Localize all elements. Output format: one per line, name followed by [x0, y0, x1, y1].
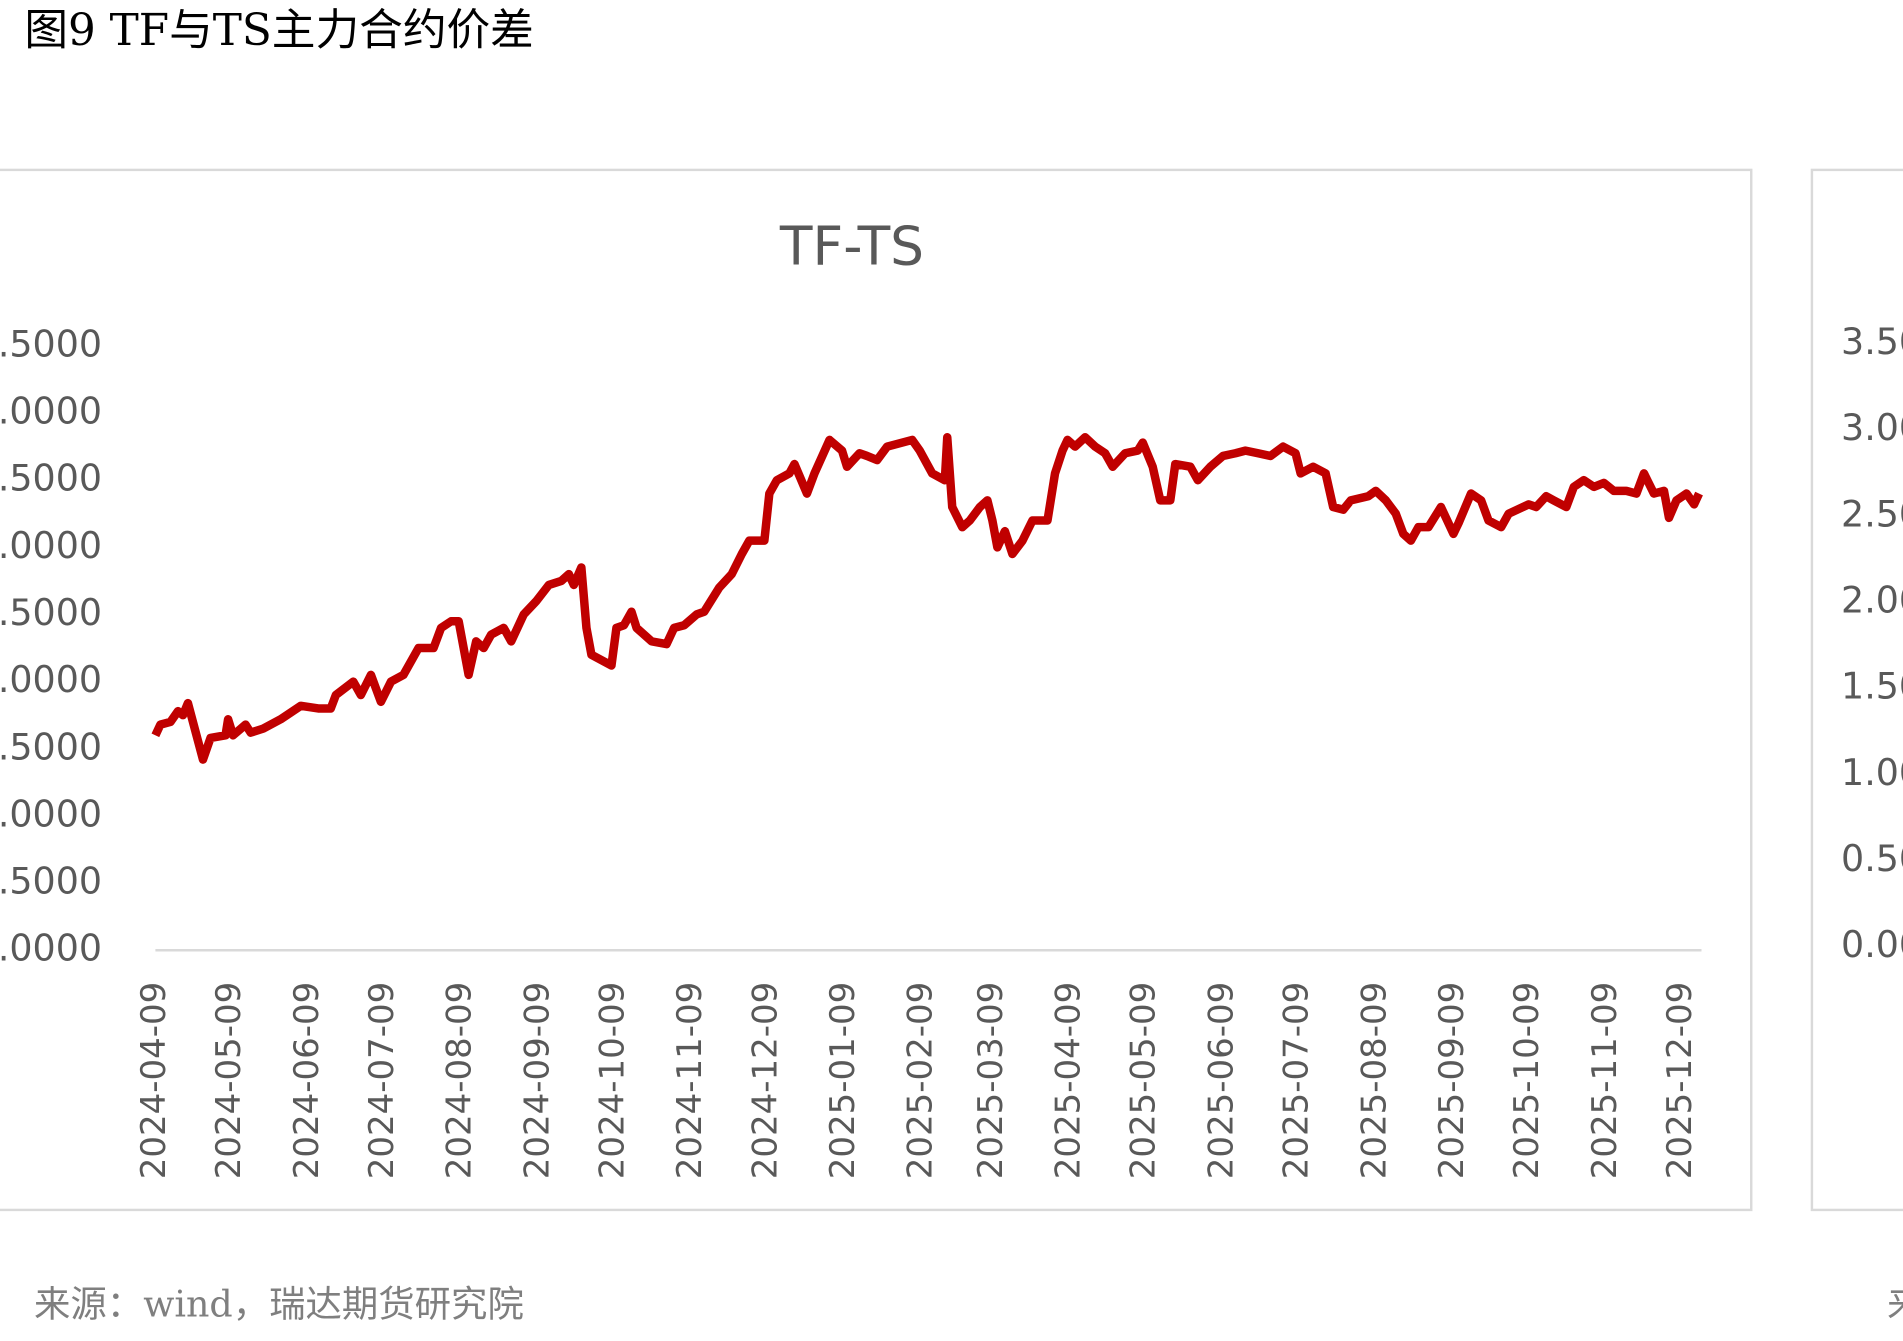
chart-frame	[1810, 168, 1903, 1212]
x-tick-label: 2024-11-09	[670, 982, 710, 1179]
source-note: 来源：wind，瑞达期货研究院	[1887, 1283, 1903, 1326]
chart-title: TF-TS	[779, 215, 924, 278]
x-tick-label: 2024-08-09	[440, 982, 480, 1179]
page-title: 图9 TF与TS主力合约价差	[24, 5, 534, 56]
x-tick-label: 2025-09-09	[1432, 982, 1472, 1179]
x-tick-label: 2025-10-09	[1507, 982, 1547, 1179]
x-tick-label: 2024-05-09	[209, 982, 249, 1179]
y-tick-label: 1.0000	[1841, 751, 1903, 794]
y-tick-label: 0.5000	[0, 860, 102, 903]
chart-frame	[0, 168, 1753, 1212]
x-tick-label: 2025-07-09	[1277, 982, 1317, 1179]
data-line	[151, 433, 1703, 764]
y-tick-label: 1.0000	[0, 792, 102, 835]
x-tick-label: 2024-06-09	[287, 982, 327, 1179]
y-tick-label: 2.5000	[1841, 492, 1903, 535]
x-tick-label: 2024-04-09	[134, 982, 174, 1179]
y-tick-label: 3.0000	[1841, 406, 1903, 449]
y-tick-label: 0.5000	[1841, 837, 1903, 880]
y-tick-label: 4.0000	[0, 390, 102, 433]
x-tick-label: 2025-12-09	[1660, 982, 1700, 1179]
x-tick-label: 2025-01-09	[823, 982, 863, 1179]
y-tick-label: 0.0000	[1841, 923, 1903, 966]
x-tick-label: 2025-05-09	[1124, 982, 1164, 1179]
y-tick-label: 3.0000	[0, 524, 102, 567]
y-tick-label: 2.5000	[0, 591, 102, 634]
x-tick-label: 2025-08-09	[1354, 982, 1394, 1179]
y-tick-label: 0.0000	[0, 927, 102, 970]
y-tick-label: 1.5000	[0, 725, 102, 768]
y-tick-label: 2.0000	[0, 658, 102, 701]
x-tick-label: 2024-09-09	[517, 982, 557, 1179]
x-tick-label: 2024-07-09	[362, 982, 402, 1179]
source-note: 来源：wind，瑞达期货研究院	[34, 1283, 524, 1326]
x-tick-label: 2024-10-09	[592, 982, 632, 1179]
x-tick-label: 2025-02-09	[901, 982, 941, 1179]
y-tick-label: 2.0000	[1841, 578, 1903, 621]
x-tick-label: 2025-03-09	[971, 982, 1011, 1179]
y-tick-label: 3.5000	[0, 457, 102, 500]
y-tick-label: 1.5000	[1841, 665, 1903, 708]
x-tick-label: 2025-06-09	[1201, 982, 1241, 1179]
x-tick-label: 2024-12-09	[745, 982, 785, 1179]
x-tick-label: 2025-11-09	[1585, 982, 1625, 1179]
x-tick-label: 2025-04-09	[1049, 982, 1089, 1179]
y-tick-label: 3.5000	[1841, 320, 1903, 363]
y-tick-label: 4.5000	[0, 322, 102, 365]
